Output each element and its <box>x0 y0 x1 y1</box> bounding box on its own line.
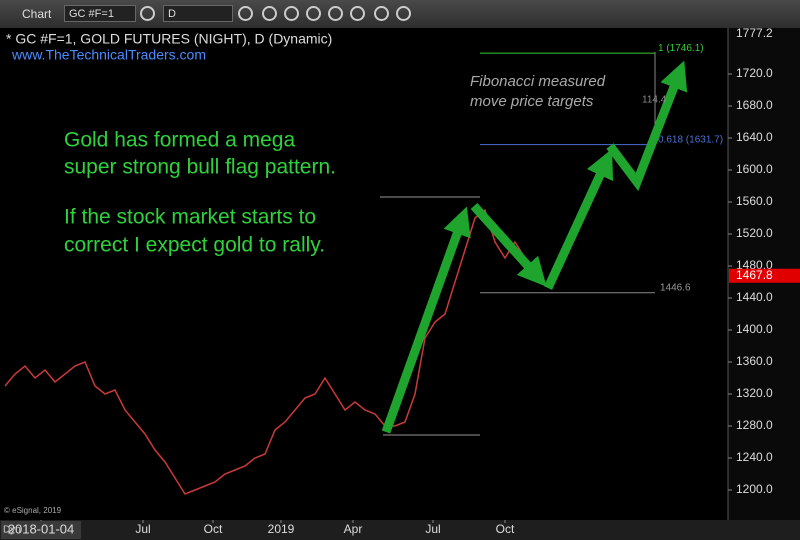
y-tick-label: 1440.0 <box>736 290 773 304</box>
tool-button[interactable] <box>374 6 389 21</box>
x-tick-label: Oct <box>204 522 223 536</box>
y-tick-label: 1360.0 <box>736 354 773 368</box>
tool-button[interactable] <box>396 6 411 21</box>
measure-label: 114.4 <box>642 95 667 106</box>
copyright: © eSignal, 2019 <box>4 506 62 515</box>
y-tick-label: 1280.0 <box>736 418 773 432</box>
fib-label: 1446.6 <box>660 282 691 293</box>
tool-button[interactable] <box>238 6 253 21</box>
chart-title: * GC #F=1, GOLD FUTURES (NIGHT), D (Dyna… <box>6 31 332 47</box>
tool-button[interactable] <box>306 6 321 21</box>
y-tick-label: 1720.0 <box>736 66 773 80</box>
fib-label: 1 (1746.1) <box>658 43 704 54</box>
tool-button[interactable] <box>328 6 343 21</box>
y-tick-label: 1600.0 <box>736 162 773 176</box>
x-tick-label: 2018-01-04 <box>8 521 75 536</box>
link-button[interactable] <box>140 6 155 21</box>
annotation: super strong bull flag pattern. <box>64 156 336 179</box>
last-price-label: 1467.8 <box>736 268 773 282</box>
last-price-box <box>729 268 800 283</box>
y-tick-label: 1200.0 <box>736 482 773 496</box>
x-tick-label: 2019 <box>268 522 295 536</box>
x-tick-label: Jul <box>425 522 440 536</box>
price-line <box>4 208 536 495</box>
y-tick-label: 1560.0 <box>736 194 773 208</box>
annotation: move price targets <box>470 93 594 110</box>
tool-button[interactable] <box>350 6 365 21</box>
arrow <box>606 60 688 192</box>
x-tick-label: Jul <box>135 522 150 536</box>
scale-top-label: 1777.2 <box>736 28 773 40</box>
tool-button[interactable] <box>262 6 277 21</box>
annotation: If the stock market starts to <box>64 206 316 229</box>
y-tick-label: 1640.0 <box>736 130 773 144</box>
symbol-input[interactable]: GC #F=1 <box>64 5 136 22</box>
window-title: Chart <box>22 7 52 21</box>
x-tick-box <box>1 521 81 539</box>
x-tick-label: Apr <box>344 522 363 536</box>
arrow <box>543 148 614 290</box>
tool-button[interactable] <box>284 6 299 21</box>
y-tick-label: 1400.0 <box>736 322 773 336</box>
time-axis-bg <box>0 520 800 540</box>
y-tick-label: 1320.0 <box>736 386 773 400</box>
arrows <box>381 60 688 434</box>
arrow <box>470 202 547 287</box>
annotation: correct I expect gold to rally. <box>64 234 325 257</box>
y-tick-label: 1680.0 <box>736 98 773 112</box>
chart: 1200.0 1240.0 1280.0 1320.0 1360.0 1400.0 1440… <box>0 28 800 540</box>
interval-input[interactable]: D <box>163 5 233 22</box>
y-tick-label: 1520.0 <box>736 226 773 240</box>
fib-label: 0.618 (1631.7) <box>658 134 723 145</box>
subtitle: www.TheTechnicalTraders.com <box>11 47 206 63</box>
annotation: Gold has formed a mega <box>64 129 295 152</box>
y-tick-label: 1240.0 <box>736 450 773 464</box>
y-tick-label: 1480.0 <box>736 258 773 272</box>
arrow <box>381 206 471 434</box>
scale-mode: Dyn <box>3 525 21 536</box>
x-tick-label: Oct <box>496 522 515 536</box>
annotation-text: Gold has formed a mega super strong bull… <box>64 129 336 257</box>
annotation: Fibonacci measured <box>470 73 606 90</box>
toolbar: Chart GC #F=1 D <box>0 0 800 28</box>
